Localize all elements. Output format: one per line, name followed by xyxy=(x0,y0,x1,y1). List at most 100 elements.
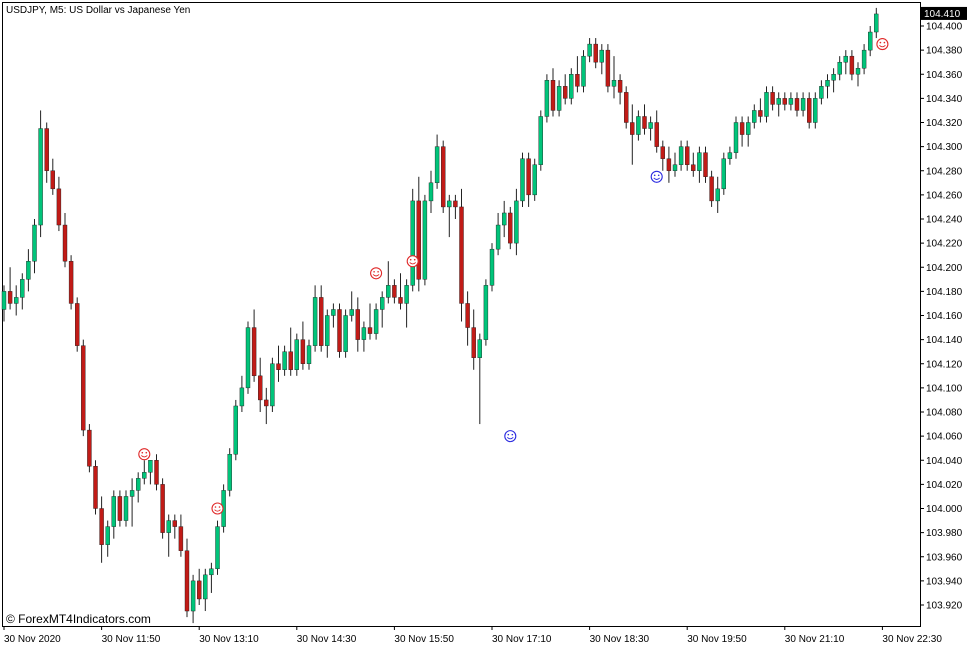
candlestick xyxy=(276,345,281,382)
bull-candle-body xyxy=(678,146,684,165)
bear-candle-body xyxy=(666,158,672,171)
bear-candle-body xyxy=(276,363,281,370)
bear-candle-body xyxy=(44,128,49,171)
bull-candle-body xyxy=(587,43,592,57)
bear-candle-body xyxy=(453,200,458,208)
candlestick xyxy=(465,291,470,346)
bear-candle-body xyxy=(398,297,403,304)
bear-candle-body xyxy=(617,80,623,93)
bull-candle-body xyxy=(20,279,25,298)
bull-candle-body xyxy=(764,92,769,117)
bull-candle-body xyxy=(727,152,733,159)
candlestick xyxy=(56,176,62,232)
bear-candle-body xyxy=(7,291,13,304)
time-tick-label: 30 Nov 22:30 xyxy=(882,634,942,645)
bull-candle-body xyxy=(715,188,720,202)
candlestick xyxy=(672,152,678,177)
candlestick xyxy=(135,472,141,503)
bear-candle-body xyxy=(160,484,165,533)
candlestick xyxy=(813,92,818,129)
bear-candle-body xyxy=(56,188,62,226)
bull-candle-body xyxy=(538,116,543,165)
candlestick xyxy=(508,206,513,250)
candlestick xyxy=(739,116,745,147)
candlestick xyxy=(32,219,37,274)
candlestick xyxy=(20,273,25,310)
candlestick xyxy=(129,478,135,527)
bull-candle-body xyxy=(105,526,110,545)
bull-candle-body xyxy=(447,200,452,208)
candlestick xyxy=(331,303,336,328)
bull-candle-body xyxy=(874,13,879,33)
price-tick-label: 103.980 xyxy=(926,528,963,539)
current-price-tag: 104.410 xyxy=(921,6,967,20)
bull-candle-body xyxy=(495,224,501,250)
candlestick xyxy=(770,86,775,111)
candlestick xyxy=(215,520,220,575)
candlestick xyxy=(483,279,489,346)
bull-candle-body xyxy=(32,224,37,262)
bull-candle-body xyxy=(282,351,287,370)
time-tick-label: 30 Nov 18:30 xyxy=(590,634,650,645)
bull-candle-body xyxy=(410,200,415,286)
candlestick xyxy=(300,321,306,370)
candlestick xyxy=(855,62,861,87)
candlestick xyxy=(99,496,104,563)
bear-candle-body xyxy=(605,49,611,87)
bear-candle-body xyxy=(300,339,306,364)
sell-signal-smiley-icon xyxy=(876,38,889,51)
candlestick xyxy=(13,285,19,316)
time-axis[interactable]: 30 Nov 2020 30 Nov 11:50 30 Nov 13:10 30 No… xyxy=(3,626,942,645)
candlestick xyxy=(617,74,623,105)
bull-candle-body xyxy=(148,460,153,473)
bull-candle-body xyxy=(544,80,550,117)
candlestick xyxy=(544,74,550,123)
candlestick xyxy=(172,514,178,539)
bull-candle-body xyxy=(343,315,348,352)
candlestick xyxy=(404,279,409,328)
candlestick xyxy=(587,38,592,63)
candlestick xyxy=(239,375,245,412)
candlestick xyxy=(758,98,763,123)
bull-candle-body xyxy=(489,248,495,286)
bull-candle-body xyxy=(312,297,318,346)
bull-candle-body xyxy=(788,98,794,105)
bear-candle-body xyxy=(154,460,159,485)
bear-candle-body xyxy=(770,92,775,105)
bear-candle-body xyxy=(563,86,568,99)
price-axis[interactable]: 104.400 104.380 104.360 104.340 104.320 104.3… xyxy=(920,6,967,612)
candlestick xyxy=(569,68,574,105)
candlestick xyxy=(190,574,196,624)
candlestick xyxy=(624,86,629,129)
bear-candle-body xyxy=(416,200,421,280)
bear-candle-body xyxy=(508,212,513,244)
bull-candle-body xyxy=(166,520,171,533)
bear-candle-body xyxy=(807,98,812,123)
price-tick-label: 104.400 xyxy=(926,22,963,33)
bear-candle-body xyxy=(441,146,446,208)
price-tick-label: 104.340 xyxy=(926,94,963,105)
candlestick xyxy=(477,333,482,425)
price-tick-label: 104.040 xyxy=(926,456,963,467)
candlestick xyxy=(380,291,385,328)
time-tick-label: 30 Nov 13:10 xyxy=(199,634,259,645)
candlestick xyxy=(294,333,299,376)
bear-candle-body xyxy=(794,98,800,111)
candlestick xyxy=(154,454,159,491)
price-tick-label: 103.920 xyxy=(926,601,963,612)
bull-candle-body xyxy=(331,309,336,316)
candlestick xyxy=(648,116,653,141)
candlestick xyxy=(392,279,397,304)
candlestick xyxy=(788,92,794,111)
candlestick xyxy=(306,339,312,370)
candlestick xyxy=(270,357,275,412)
bull-candle-body xyxy=(868,31,873,51)
bear-candle-body xyxy=(685,146,690,165)
candlestick xyxy=(447,194,452,238)
candlestick xyxy=(398,273,403,310)
bull-candle-body xyxy=(483,285,489,340)
candlestick xyxy=(178,514,184,557)
bear-candle-body xyxy=(258,375,263,401)
candlestick xyxy=(733,116,739,159)
